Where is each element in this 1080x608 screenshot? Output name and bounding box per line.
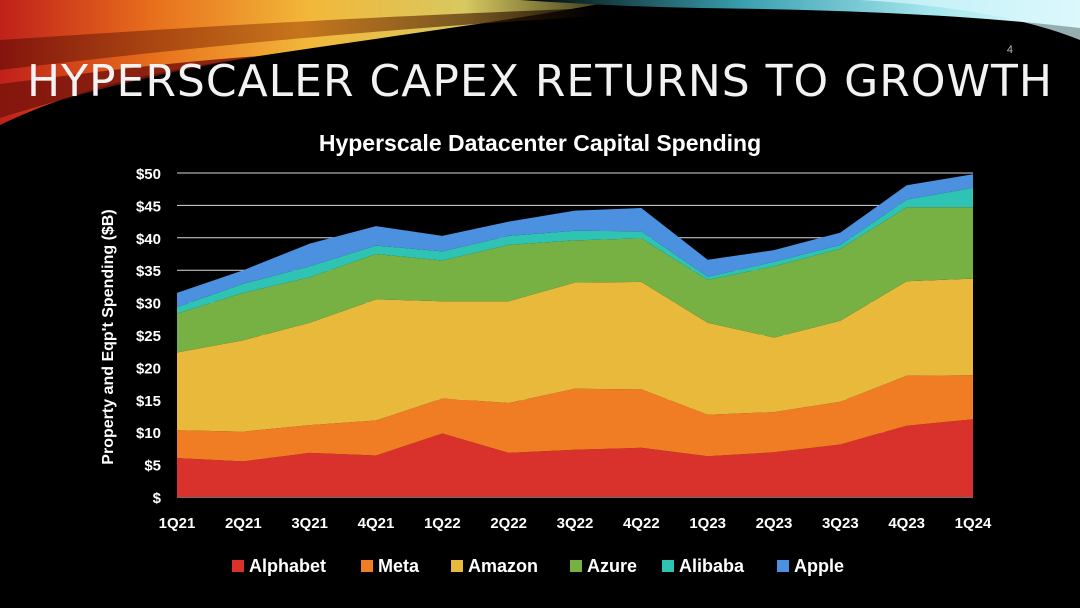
x-tick-label: 3Q22	[557, 515, 594, 532]
x-tick-label: 1Q23	[689, 515, 726, 532]
y-tick-label: $	[153, 490, 162, 507]
legend-label: Alphabet	[249, 556, 326, 576]
area-series-group	[177, 174, 973, 497]
x-tick-label: 3Q21	[291, 515, 328, 532]
y-axis-label: Property and Eqp't Spending ($B)	[100, 209, 117, 464]
legend-swatch	[662, 560, 674, 572]
area-meta	[177, 375, 973, 462]
y-tick-label: $15	[136, 393, 161, 410]
legend-swatch	[570, 560, 582, 572]
x-tick-label: 1Q24	[955, 515, 992, 532]
slide-title: HYPERSCALER CAPEX RETURNS TO GROWTH	[27, 56, 1053, 107]
x-tick-label: 1Q22	[424, 515, 461, 532]
legend-swatch	[451, 560, 463, 572]
legend-item-azure: Azure	[570, 556, 637, 576]
x-tick-label: 4Q21	[358, 515, 395, 532]
y-tick-label: $10	[136, 425, 161, 442]
x-tick-label: 4Q22	[623, 515, 660, 532]
y-tick-label: $45	[136, 198, 161, 215]
legend-swatch	[232, 560, 244, 572]
legend-item-alibaba: Alibaba	[662, 556, 745, 576]
x-tick-label: 2Q21	[225, 515, 262, 532]
y-tick-label: $25	[136, 328, 161, 345]
legend: Alphabet Meta Amazon Azure Alibaba Apple	[232, 556, 844, 576]
y-tick-labels: $ $5 $10 $15 $20 $25 $30 $35 $40 $45 $50	[136, 166, 162, 507]
legend-label: Meta	[378, 556, 420, 576]
legend-label: Alibaba	[679, 556, 745, 576]
legend-item-apple: Apple	[777, 556, 844, 576]
area-azure	[177, 207, 973, 353]
x-tick-label: 4Q23	[888, 515, 925, 532]
x-tick-label: 3Q23	[822, 515, 859, 532]
x-tick-labels: 1Q21 2Q21 3Q21 4Q21 1Q22 2Q22 3Q22 4Q22 1Q23 2Q23…	[159, 515, 992, 532]
x-tick-label: 2Q22	[490, 515, 527, 532]
area-apple	[177, 174, 973, 308]
decorative-swoosh-banner	[0, 0, 1080, 125]
y-tick-label: $5	[144, 458, 161, 475]
legend-item-amazon: Amazon	[451, 556, 538, 576]
y-tick-label: $40	[136, 231, 161, 248]
legend-item-meta: Meta	[361, 556, 420, 576]
y-tick-label: $35	[136, 263, 161, 280]
y-tick-label: $50	[136, 166, 161, 183]
page-number: 4	[1006, 44, 1013, 56]
legend-swatch	[777, 560, 789, 572]
y-tick-label: $20	[136, 360, 161, 377]
y-tick-label: $30	[136, 296, 161, 313]
legend-item-alphabet: Alphabet	[232, 556, 326, 576]
x-tick-label: 2Q23	[756, 515, 793, 532]
area-amazon	[177, 278, 973, 432]
legend-label: Amazon	[468, 556, 538, 576]
legend-label: Azure	[587, 556, 637, 576]
area-alphabet	[177, 419, 973, 497]
legend-label: Apple	[794, 556, 844, 576]
legend-swatch	[361, 560, 373, 572]
chart-title: Hyperscale Datacenter Capital Spending	[319, 130, 761, 156]
x-tick-label: 1Q21	[159, 515, 196, 532]
